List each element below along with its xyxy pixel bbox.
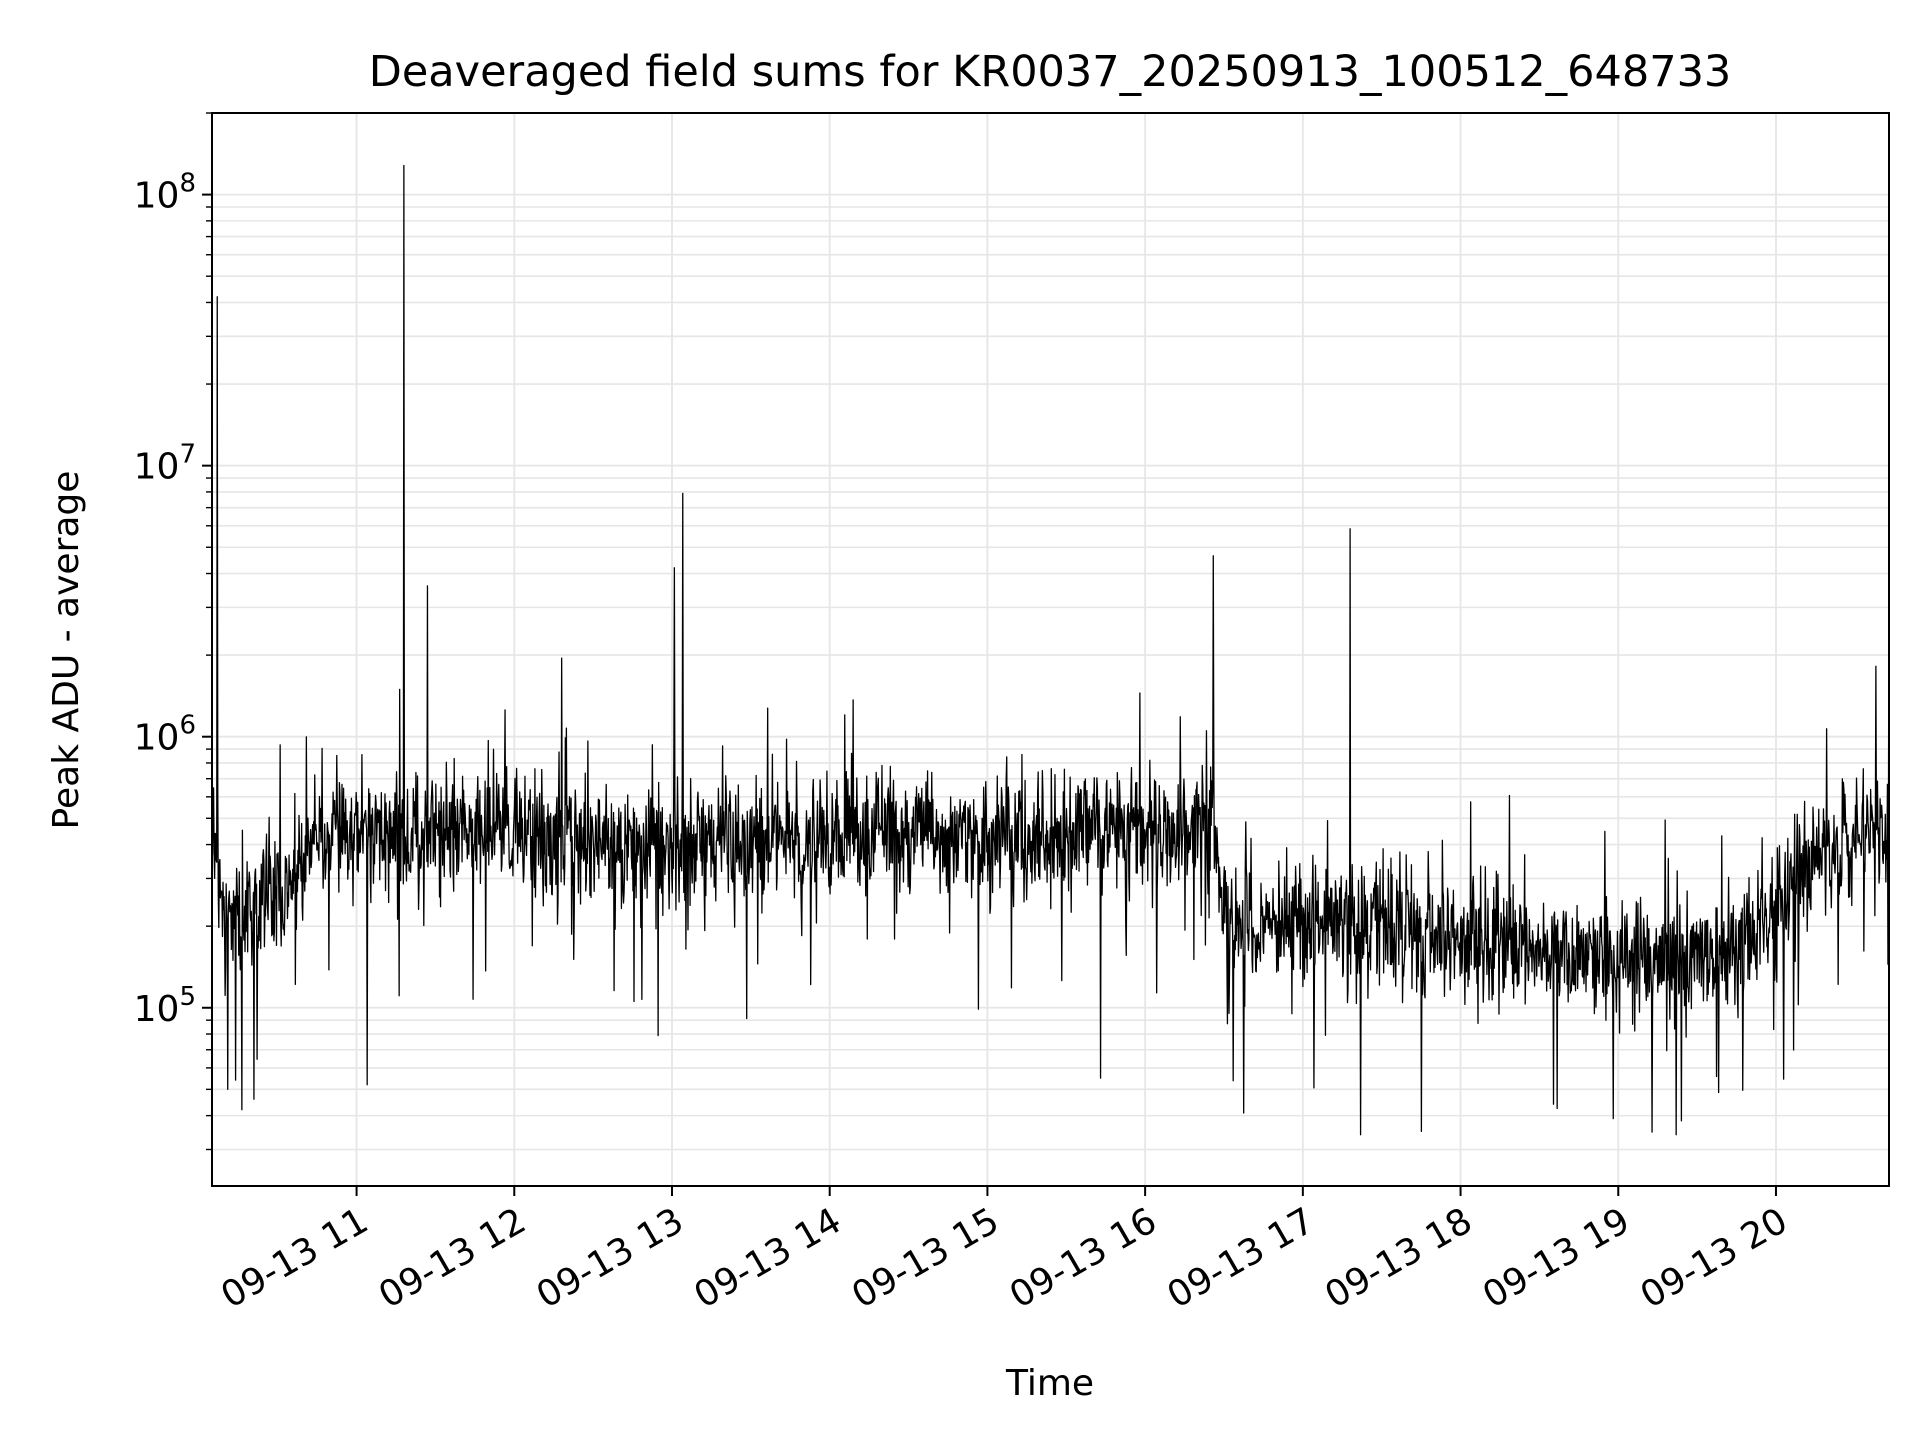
y-tick-label: 106	[134, 711, 196, 759]
y-axis-label: Peak ADU - average	[46, 471, 87, 830]
x-axis-label: Time	[1005, 1363, 1094, 1404]
y-tick-label: 108	[134, 169, 196, 217]
y-tick-label: 105	[134, 982, 196, 1030]
data-layer	[211, 164, 1890, 1136]
y-tick-label: 107	[134, 440, 196, 488]
plot-frame	[211, 112, 1890, 1187]
series-line	[211, 164, 1890, 1136]
chart-title: Deaveraged field sums for KR0037_2025091…	[369, 47, 1732, 97]
